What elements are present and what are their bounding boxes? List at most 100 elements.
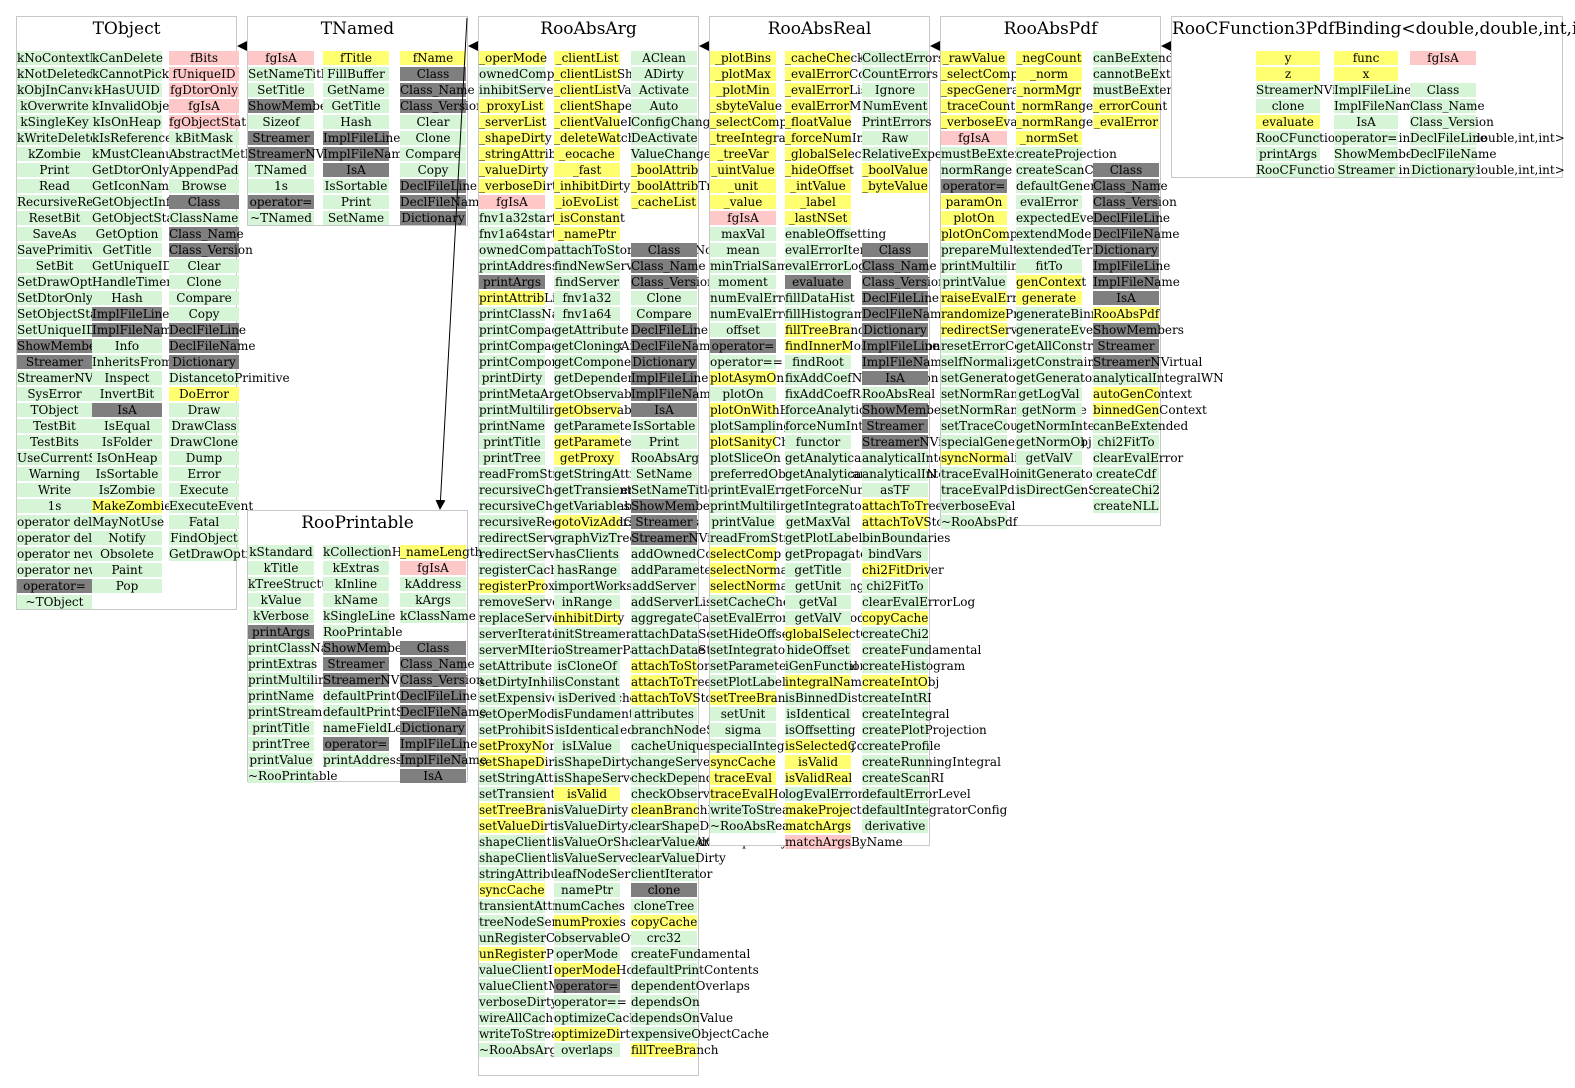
member-item: kStandard xyxy=(248,545,314,559)
class-title: TObject xyxy=(92,19,161,39)
member-item: operator= xyxy=(17,579,92,593)
member-item: ImplFileLine xyxy=(862,339,940,353)
member-item: _specGeneratorConfig xyxy=(941,83,1077,97)
member-item: Compare xyxy=(169,291,239,305)
member-item: removeServer xyxy=(479,595,565,609)
member-item: ShowMembers xyxy=(248,99,339,113)
member-item: kInline xyxy=(323,577,389,591)
member-item: _clientShapeIter xyxy=(554,99,655,113)
member-item: kMustCleanup xyxy=(92,147,181,161)
member-item: moment xyxy=(710,275,776,289)
member-item: kObjInCanvas xyxy=(17,83,103,97)
member-item: fnv1a64 xyxy=(554,307,620,321)
member-item: replaceServer xyxy=(479,611,566,625)
member-item: printStream xyxy=(248,705,323,719)
member-item: _namePtr xyxy=(554,227,620,241)
member-item: GetDrawOption xyxy=(169,547,265,561)
member-item: attachToTree xyxy=(631,675,712,689)
member-item: ShowMembers xyxy=(1093,323,1184,337)
member-item: getTransientAttribute xyxy=(554,483,687,497)
member-item: isCloneOf xyxy=(554,659,620,673)
member-item: setTraceCounter xyxy=(941,419,1044,433)
member-item: _boolValue xyxy=(862,163,928,177)
member-item: Notify xyxy=(92,531,162,545)
member-item: printCompactTreeHook xyxy=(479,339,624,353)
member-item: TestBits xyxy=(17,435,92,449)
member-item: kValue xyxy=(248,593,314,607)
member-item: InvertBit xyxy=(92,387,162,401)
member-item: Print xyxy=(323,195,389,209)
member-item: raiseEvalError xyxy=(941,291,1031,305)
member-item: printDirty xyxy=(479,371,545,385)
member-item: _floatValue xyxy=(785,115,852,129)
member-item: fillTreeBranch xyxy=(631,1043,719,1057)
member-item: mustBeExtended xyxy=(941,147,1045,161)
member-item: randomizeProtoOrder xyxy=(941,307,1075,321)
member-item xyxy=(400,625,466,639)
member-item: DeclFileName xyxy=(862,307,949,321)
member-item xyxy=(1093,131,1159,145)
member-item: setAttribute xyxy=(479,659,553,673)
member-item: Ignore xyxy=(862,83,928,97)
member-item: Dictionary xyxy=(631,355,697,369)
member-item: getParameters xyxy=(554,419,644,433)
member-item: evaluate xyxy=(1256,115,1320,129)
member-item: setProhibitServerRedirect xyxy=(479,723,639,737)
member-item: Clone xyxy=(631,291,697,305)
member-item: setCacheCheck xyxy=(710,595,804,609)
member-item: redirectServers xyxy=(479,531,575,545)
member-item: _clientList xyxy=(554,51,620,65)
member-item: kZombie xyxy=(17,147,92,161)
member-item: kVerbose xyxy=(248,609,314,623)
member-item: createFundamental xyxy=(631,947,751,961)
member-item: fgIsA xyxy=(710,211,776,225)
member-item: gotoVizAddConnections xyxy=(554,515,700,529)
member-item: matchArgsByName xyxy=(785,835,903,849)
member-item: Class xyxy=(862,243,928,257)
member-item: kCollectionHeader xyxy=(323,545,438,559)
member-item: cannotBeExtended xyxy=(1093,67,1208,81)
member-item: getAllConstraints xyxy=(1016,339,1123,353)
member-item: getConstraints xyxy=(1016,355,1107,369)
member-item: analyticalIntegral xyxy=(862,451,970,465)
member-item: Fatal xyxy=(169,515,239,529)
member-column: _negCount _norm _normMgr _normRange _normRan… xyxy=(1016,51,1161,499)
member-item: Paint xyxy=(92,563,162,577)
class-box-rooabspdf: RooAbsPdf _rawValue _selectComp _specGener… xyxy=(940,16,1224,529)
member-item: IsA xyxy=(1334,115,1398,129)
member-item: _eocache xyxy=(554,147,620,161)
member-item: kCannotPick xyxy=(92,67,170,81)
member-item: NumEvent xyxy=(862,99,928,113)
member-item: cloneTree xyxy=(631,899,697,913)
member-item: ImplFileLine xyxy=(323,131,401,145)
member-item: _valueDirty xyxy=(479,163,549,177)
member-item: Print xyxy=(631,435,697,449)
member-item: ~TNamed xyxy=(248,211,314,225)
member-item: getLogVal xyxy=(1016,387,1082,401)
member-column: fgIsA Class Class_Name Class_Version DeclFil… xyxy=(1410,51,1497,179)
member-item: _cacheList xyxy=(631,195,697,209)
member-item: IsA xyxy=(400,769,466,783)
member-item: _stringAttrib xyxy=(479,147,557,161)
member-item: verboseDirty xyxy=(479,995,558,1009)
member-item: ConfigChange xyxy=(631,115,718,129)
member-item: defaultErrorLevel xyxy=(862,787,971,801)
member-item: clearEvalError xyxy=(1093,451,1184,465)
member-item: _treeIntegratorConfig xyxy=(710,131,844,145)
member-item: Streamer xyxy=(862,419,928,433)
member-item: Read xyxy=(17,179,92,193)
member-item: findNewServer xyxy=(554,259,646,273)
member-item: ImplFileLine xyxy=(1093,259,1171,273)
member-item: ImplFileLine xyxy=(1334,83,1412,97)
member-item: generateEvent xyxy=(1016,323,1106,337)
member-item: Print xyxy=(17,163,92,177)
member-item: optimizeCacheModes xyxy=(554,1011,685,1025)
member-item: func xyxy=(1334,51,1398,65)
member-item: getProxy xyxy=(554,451,620,465)
member-item: Class_Name xyxy=(400,657,475,671)
member-item: printTree xyxy=(248,737,314,751)
member-item: treeNodeServerList xyxy=(479,915,600,929)
member-item: _normRangeOverride xyxy=(1016,115,1147,129)
member-item: findServer xyxy=(554,275,620,289)
